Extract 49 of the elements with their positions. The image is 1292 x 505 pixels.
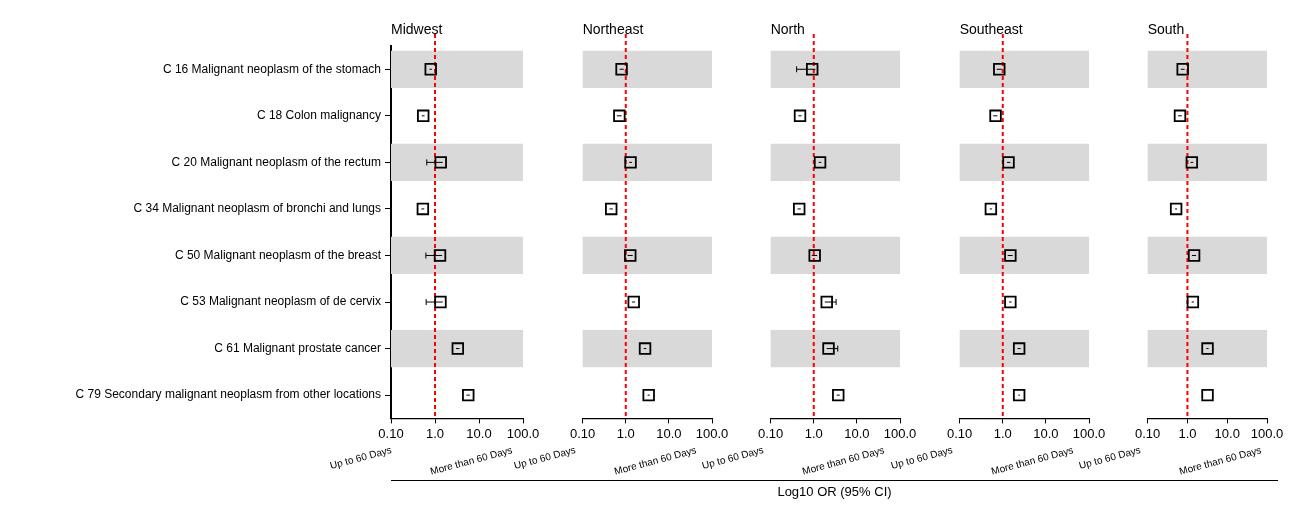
x-tick-label: 0.10: [378, 425, 404, 441]
text: More than 60 Days: [1178, 444, 1263, 477]
chart-title: North: [770, 21, 805, 37]
x-tick-label: 10.0: [656, 425, 682, 441]
x-tick-label: 10.0: [1033, 425, 1059, 441]
point: [813, 156, 827, 169]
text: Up to 60 Days: [328, 443, 393, 472]
x-tick-label: 0.10: [946, 425, 973, 441]
point: [822, 342, 835, 355]
text: More than 60 Days: [990, 444, 1075, 477]
text: Up to 60 Days: [889, 443, 954, 472]
text: More than 60 Days: [429, 444, 514, 477]
x-tick-label: 1.0: [616, 425, 635, 441]
y-tick-label: C 50 Malignant neoplasm of the breast: [174, 247, 382, 262]
x-tick-label: 0.10: [757, 425, 784, 441]
y-tick-label: C 79 Secondary malignant neoplasm from other locations: [75, 387, 381, 402]
x-tick-label: 100.0: [883, 425, 917, 441]
x-tick-label: 10.0: [466, 425, 492, 441]
x-tick-label: 10.0: [844, 425, 870, 441]
y-tick-label: C 18 Colon malignancy: [256, 108, 381, 123]
x-tick-label: 100.0: [1072, 425, 1106, 441]
chart-title: Midwest: [391, 21, 443, 37]
x-tick-label: 0.10: [569, 425, 596, 441]
point: [820, 295, 833, 309]
chart-title: Northeast: [582, 21, 644, 37]
x-axis-title: Log10 OR (95% CI): [391, 480, 1278, 499]
text: Up to 60 Days: [512, 443, 577, 472]
point: [808, 249, 821, 262]
x-tick-label: 1.0: [1178, 425, 1197, 441]
y-tick-label: C 20 Malignant neoplasm of the rectum: [171, 154, 381, 169]
text: Up to 60 Days: [1077, 443, 1142, 472]
x-tick-label: 100.0: [1250, 425, 1284, 441]
x-tick-label: 1.0: [993, 425, 1012, 441]
x-tick-label: 0.10: [1134, 425, 1161, 441]
text: More than 60 Days: [801, 444, 886, 477]
x-tick-label: 1.0: [804, 425, 823, 441]
chart-title: South: [1147, 21, 1185, 37]
point: [806, 63, 819, 76]
chart-title: Southeast: [959, 21, 1023, 37]
text: More than 60 Days: [613, 444, 698, 477]
y-tick-label: C 34 Malignant neoplasm of bronchi and lungs: [133, 201, 381, 216]
x-tick-label: 1.0: [425, 425, 445, 441]
x-tick-label: 10.0: [1214, 425, 1240, 441]
y-tick-label: C 53 Malignant neoplasm of de cervix: [180, 294, 381, 309]
x-tick-label: 100.0: [506, 425, 540, 441]
x-tick-label: 100.0: [695, 425, 729, 441]
y-tick-label: C 16 Malignant neoplasm of the stomach: [162, 61, 381, 76]
y-tick-label: C 61 Malignant prostate cancer: [214, 340, 381, 355]
text: Up to 60 Days: [700, 443, 765, 472]
